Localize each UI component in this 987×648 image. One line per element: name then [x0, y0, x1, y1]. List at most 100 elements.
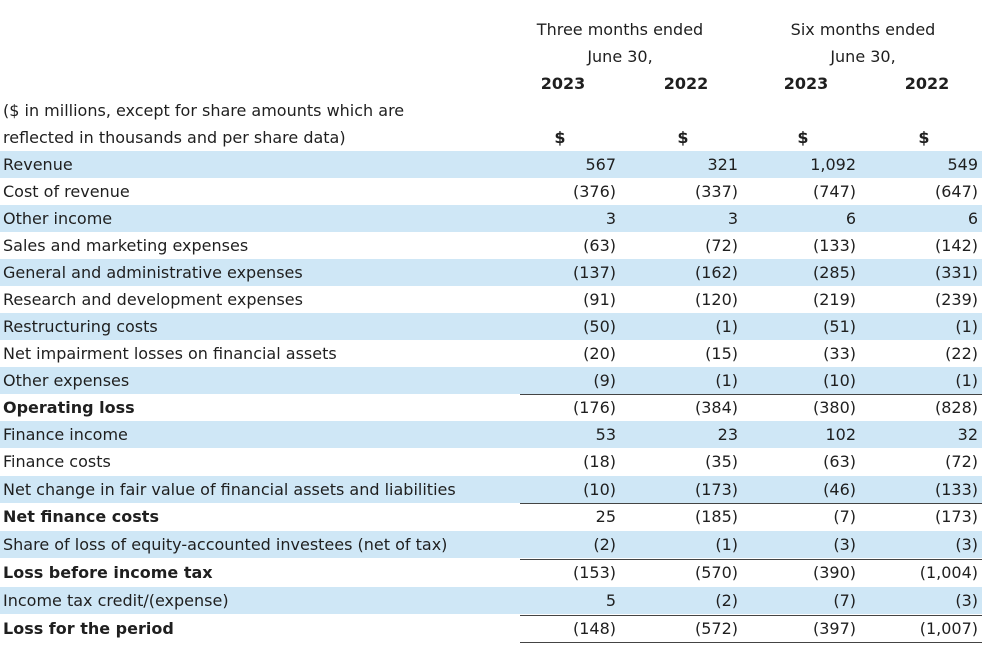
units-note-line-1: ($ in millions, except for share amounts… [3, 101, 405, 120]
value-three-months-2023: (9) [593, 371, 616, 390]
year-column-4: 2022 [904, 74, 950, 93]
value-six-months-2023: (7) [833, 591, 856, 610]
value-three-months-2022: (120) [694, 290, 738, 309]
row-label: Loss before income tax [3, 563, 213, 582]
table-row-restructuring: Restructuring costs (50) (1) (51) (1) [0, 313, 982, 340]
row-label: Finance costs [3, 452, 111, 471]
table-row-fair-value-change: Net change in fair value of financial as… [0, 476, 982, 503]
value-three-months-2022: (72) [705, 236, 738, 255]
value-three-months-2023: (2) [593, 535, 616, 554]
value-six-months-2023: (10) [823, 371, 856, 390]
row-label: Share of loss of equity-accounted invest… [3, 535, 448, 554]
value-three-months-2023: (376) [572, 182, 616, 201]
value-six-months-2023: (46) [823, 480, 856, 499]
value-six-months-2023: (390) [812, 563, 856, 582]
table-row-finance-costs: Finance costs (18) (35) (63) (72) [0, 448, 982, 475]
value-six-months-2022: 6 [967, 209, 978, 228]
value-six-months-2023: (7) [833, 507, 856, 526]
six-months-ended-header: Six months ended [790, 20, 936, 39]
table-row-finance-income: Finance income 53 23 102 32 [0, 421, 982, 448]
value-three-months-2022: (35) [705, 452, 738, 471]
value-six-months-2023: 1,092 [810, 155, 856, 174]
table-row-research-development: Research and development expenses (91) (… [0, 286, 982, 313]
row-label: Finance income [3, 425, 128, 444]
value-three-months-2022: 3 [727, 209, 738, 228]
row-label: Operating loss [3, 398, 135, 417]
six-months-period-end: June 30, [830, 47, 896, 66]
value-six-months-2022: 549 [947, 155, 978, 174]
year-column-1: 2023 [540, 74, 586, 93]
row-label: Loss for the period [3, 619, 174, 638]
table-row-other-income: Other income 3 3 6 6 [0, 205, 982, 232]
rule-above-operating-loss [520, 394, 982, 395]
currency-symbol-4: $ [918, 128, 930, 147]
table-row-net-finance-costs: Net finance costs 25 (185) (7) (173) [0, 503, 982, 530]
value-three-months-2023: (153) [572, 563, 616, 582]
value-three-months-2023: 5 [605, 591, 616, 610]
value-six-months-2023: (51) [823, 317, 856, 336]
table-row-loss-for-period: Loss for the period (148) (572) (397) (1… [0, 615, 982, 642]
value-three-months-2022: (1) [715, 535, 738, 554]
value-six-months-2023: (747) [812, 182, 856, 201]
value-three-months-2023: (91) [583, 290, 616, 309]
value-six-months-2022: 32 [957, 425, 978, 444]
value-six-months-2022: (72) [945, 452, 978, 471]
table-row-income-tax: Income tax credit/(expense) 5 (2) (7) (3… [0, 587, 982, 614]
value-six-months-2023: (63) [823, 452, 856, 471]
value-six-months-2022: (142) [934, 236, 978, 255]
row-label: Net change in fair value of financial as… [3, 480, 456, 499]
value-six-months-2022: (1,004) [919, 563, 978, 582]
rule-above-net-finance-costs [520, 503, 982, 504]
table-row-revenue: Revenue 567 321 1,092 549 [0, 151, 982, 178]
value-six-months-2022: (133) [934, 480, 978, 499]
row-label: Sales and marketing expenses [3, 236, 249, 255]
table-row-general-admin: General and administrative expenses (137… [0, 259, 982, 286]
value-three-months-2022: (185) [694, 507, 738, 526]
row-label: Net finance costs [3, 507, 159, 526]
currency-symbol-1: $ [554, 128, 566, 147]
row-label: Other expenses [3, 371, 130, 390]
value-six-months-2022: (173) [934, 507, 978, 526]
value-three-months-2023: (10) [583, 480, 616, 499]
value-three-months-2022: (162) [694, 263, 738, 282]
year-column-2: 2022 [663, 74, 709, 93]
value-six-months-2023: (219) [812, 290, 856, 309]
year-column-3: 2023 [783, 74, 829, 93]
row-label: Research and development expenses [3, 290, 303, 309]
value-six-months-2022: (239) [934, 290, 978, 309]
three-months-ended-header: Three months ended [536, 20, 704, 39]
row-label: Income tax credit/(expense) [3, 591, 229, 610]
value-six-months-2022: (1) [955, 317, 978, 336]
row-label: Restructuring costs [3, 317, 158, 336]
table-row-impairment: Net impairment losses on financial asset… [0, 340, 982, 367]
rule-below-loss-for-period [520, 642, 982, 643]
value-three-months-2023: (18) [583, 452, 616, 471]
value-six-months-2022: (22) [945, 344, 978, 363]
rule-above-loss-before-tax [520, 559, 982, 560]
value-three-months-2023: (148) [572, 619, 616, 638]
value-three-months-2023: (63) [583, 236, 616, 255]
value-three-months-2022: (1) [715, 371, 738, 390]
value-three-months-2023: (137) [572, 263, 616, 282]
value-three-months-2023: 25 [595, 507, 616, 526]
value-six-months-2022: (3) [955, 591, 978, 610]
row-label: Revenue [3, 155, 73, 174]
table-row-loss-before-tax: Loss before income tax (153) (570) (390)… [0, 559, 982, 586]
rule-above-loss-for-period [520, 615, 982, 616]
currency-symbol-2: $ [677, 128, 689, 147]
value-six-months-2022: (1) [955, 371, 978, 390]
value-three-months-2023: 567 [585, 155, 616, 174]
value-three-months-2022: (570) [694, 563, 738, 582]
value-six-months-2023: 6 [845, 209, 856, 228]
row-label: Cost of revenue [3, 182, 130, 201]
value-three-months-2022: (384) [694, 398, 738, 417]
value-six-months-2022: (647) [934, 182, 978, 201]
value-six-months-2023: (397) [812, 619, 856, 638]
value-six-months-2023: (3) [833, 535, 856, 554]
value-three-months-2022: (173) [694, 480, 738, 499]
value-three-months-2023: (176) [572, 398, 616, 417]
table-row-sales-marketing: Sales and marketing expenses (63) (72) (… [0, 232, 982, 259]
value-three-months-2023: (20) [583, 344, 616, 363]
currency-symbol-3: $ [797, 128, 809, 147]
value-six-months-2022: (1,007) [919, 619, 978, 638]
